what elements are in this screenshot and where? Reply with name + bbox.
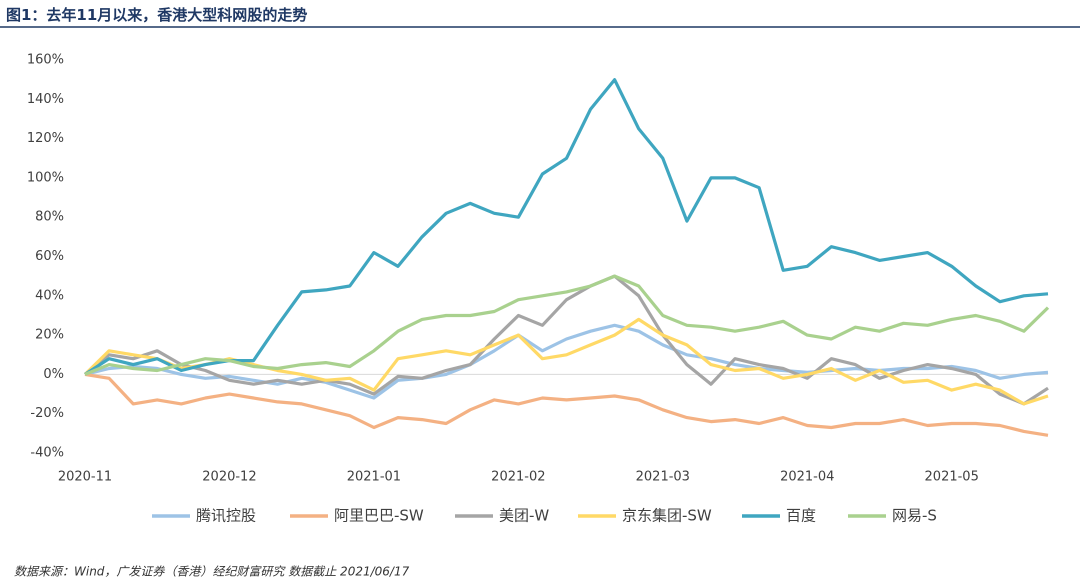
x-tick-label: 2020-12	[202, 470, 256, 485]
source-note: 数据来源：Wind，广发证券（香港）经纪财富研究 数据截止 2021/06/17	[14, 565, 410, 579]
series-line	[84, 323, 1049, 400]
x-tick-label: 2021-01	[347, 470, 401, 485]
legend-label: 京东集团-SW	[622, 507, 712, 525]
legend-label: 阿里巴巴-SW	[334, 507, 424, 525]
x-tick-label: 2021-02	[491, 470, 545, 485]
x-tick-label: 2021-03	[636, 470, 690, 485]
y-tick-label: 20%	[35, 328, 64, 343]
x-tick-label: 2021-05	[925, 470, 979, 485]
series-line	[84, 78, 1049, 376]
legend-label: 网易-S	[892, 507, 937, 525]
y-tick-label: 100%	[27, 170, 64, 185]
y-tick-label: 0%	[43, 367, 64, 382]
y-tick-label: 120%	[27, 131, 64, 146]
y-tick-label: 80%	[35, 210, 64, 225]
y-tick-label: 140%	[27, 92, 64, 107]
y-tick-label: -20%	[30, 406, 64, 421]
x-tick-label: 2020-11	[58, 470, 112, 485]
x-tick-label: 2021-04	[780, 470, 834, 485]
y-tick-label: 40%	[35, 288, 64, 303]
y-tick-label: -40%	[30, 446, 64, 461]
y-tick-label: 60%	[35, 249, 64, 264]
series-line	[84, 274, 1050, 376]
series-line	[84, 372, 1049, 437]
legend-label: 美团-W	[499, 507, 549, 525]
legend-label: 百度	[786, 507, 816, 525]
y-tick-label: 160%	[27, 53, 64, 68]
chart-title: 图1：去年11月以来，香港大型科网股的走势	[6, 6, 307, 24]
legend-label: 腾讯控股	[196, 507, 256, 525]
series-line	[83, 317, 1049, 406]
